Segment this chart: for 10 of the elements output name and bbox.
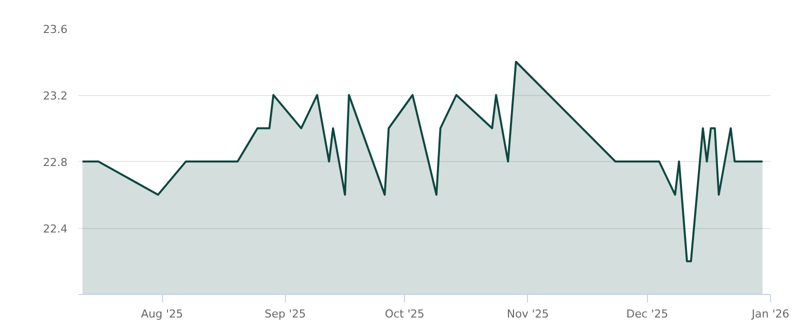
y-tick-label: 23.2 (43, 90, 68, 102)
y-tick-label: 22.8 (43, 156, 68, 169)
y-tick-label: 22.4 (43, 222, 68, 236)
x-tick-label: Nov '25 (506, 308, 549, 320)
y-tick-label: 23.6 (43, 23, 68, 36)
x-tick-label: Dec '25 (626, 308, 668, 320)
x-tick-label: Oct '25 (384, 308, 424, 320)
x-tick-label: Aug '25 (141, 308, 184, 320)
x-tick-label: Jan '26 (750, 308, 790, 320)
x-tick-label: Sep '25 (264, 308, 306, 320)
